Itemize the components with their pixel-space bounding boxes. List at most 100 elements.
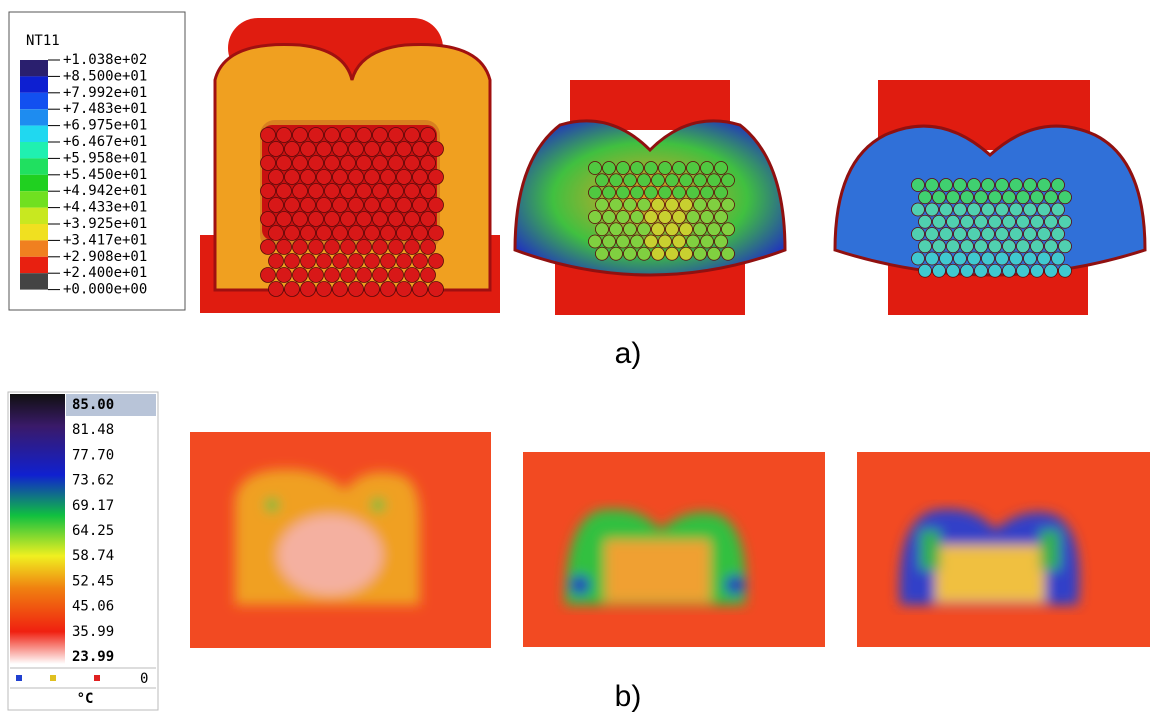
strand	[292, 155, 308, 171]
strand	[595, 197, 609, 212]
strand	[700, 234, 714, 249]
strand	[356, 155, 372, 171]
strand	[292, 183, 308, 199]
strand	[911, 227, 925, 241]
strand	[911, 202, 925, 217]
strand	[404, 211, 420, 227]
color-scale	[10, 394, 65, 664]
strand	[995, 227, 1009, 241]
legend-label: 58.74	[72, 548, 114, 564]
strand	[372, 127, 388, 143]
strand	[974, 263, 988, 278]
strand	[925, 202, 939, 217]
legend-label: 64.25	[72, 523, 114, 539]
legend-label: 52.45	[72, 573, 114, 589]
strand	[974, 214, 988, 229]
strand	[679, 197, 693, 212]
strand	[308, 155, 324, 171]
simulation-image-3	[833, 80, 1147, 315]
strand	[665, 197, 679, 212]
legend-label: 35.99	[72, 624, 114, 640]
strand	[276, 267, 292, 283]
simulation-image-2	[513, 80, 787, 315]
legend-zero: 0	[140, 671, 148, 687]
legend-unit: °C	[77, 691, 94, 707]
strand	[623, 173, 637, 188]
strand	[658, 234, 672, 249]
strand	[268, 197, 284, 213]
strand	[658, 210, 672, 224]
strand	[308, 211, 324, 227]
strand	[672, 161, 686, 175]
strand	[939, 227, 953, 241]
strand	[974, 190, 988, 205]
strand	[428, 253, 444, 269]
strand	[1023, 202, 1037, 217]
color-band	[20, 174, 48, 192]
strand	[1016, 263, 1030, 278]
color-band	[20, 76, 48, 93]
strand	[609, 222, 623, 237]
strand	[602, 210, 616, 224]
strand	[300, 253, 316, 269]
strand	[658, 161, 672, 175]
strand	[308, 183, 324, 199]
strand	[630, 161, 644, 175]
strand	[707, 246, 721, 261]
strand	[721, 173, 735, 188]
strand	[1044, 263, 1058, 278]
strand	[609, 246, 623, 261]
strand	[260, 155, 276, 171]
strand	[672, 234, 686, 249]
legend-label: +3.925e+01	[63, 216, 147, 232]
strand	[602, 185, 616, 200]
strand	[388, 155, 404, 171]
color-band	[20, 224, 48, 241]
strand	[284, 169, 300, 185]
strand	[364, 197, 380, 213]
strand	[988, 263, 1002, 278]
strand	[316, 169, 332, 185]
strand	[946, 214, 960, 229]
strand	[428, 197, 444, 213]
strand	[595, 173, 609, 188]
strand	[644, 161, 658, 175]
strand	[995, 202, 1009, 217]
strand	[988, 239, 1002, 254]
strand	[1002, 214, 1016, 229]
strand	[396, 141, 412, 157]
strand	[995, 251, 1009, 266]
legend-label: +4.433e+01	[63, 200, 147, 216]
strand	[1037, 227, 1051, 241]
strand	[918, 263, 932, 278]
strand	[651, 222, 665, 237]
strand	[588, 161, 602, 175]
strand	[616, 185, 630, 200]
color-band	[20, 142, 48, 159]
strand	[1037, 178, 1051, 192]
strand	[981, 227, 995, 241]
strand	[665, 173, 679, 188]
strand	[1058, 239, 1072, 254]
strand	[953, 251, 967, 266]
strand	[316, 197, 332, 213]
strand	[679, 246, 693, 261]
strand	[1051, 227, 1065, 241]
strand	[276, 155, 292, 171]
strand	[340, 183, 356, 199]
legend-label: 73.62	[72, 473, 114, 489]
strand	[637, 222, 651, 237]
strand	[428, 141, 444, 157]
strand	[616, 234, 630, 249]
strand	[1023, 178, 1037, 192]
strand	[260, 239, 276, 255]
strand	[609, 173, 623, 188]
strand	[276, 183, 292, 199]
strand	[602, 234, 616, 249]
strand	[630, 210, 644, 224]
legend-label: +6.975e+01	[63, 118, 147, 134]
strand	[260, 267, 276, 283]
strand	[340, 211, 356, 227]
strand	[707, 222, 721, 237]
strand	[268, 253, 284, 269]
